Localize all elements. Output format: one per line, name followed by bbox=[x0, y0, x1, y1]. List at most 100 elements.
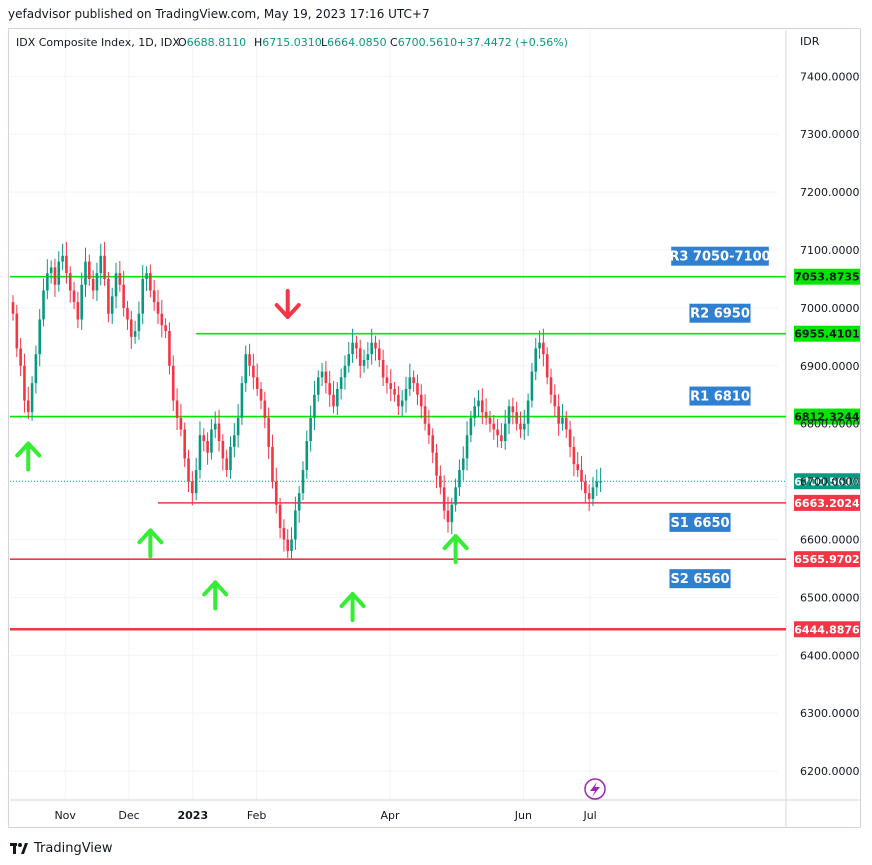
candle-body bbox=[152, 290, 156, 303]
candle-body bbox=[95, 273, 99, 291]
currency-label: IDR bbox=[800, 35, 820, 48]
candle-body bbox=[465, 435, 469, 459]
candle-body bbox=[336, 388, 339, 407]
candle-body bbox=[542, 342, 545, 355]
close-value: C6700.5610 bbox=[390, 36, 457, 49]
y-tick-label: 7300.0000 bbox=[800, 128, 860, 141]
candle-body bbox=[545, 354, 549, 378]
y-tick-label: 6400.0000 bbox=[800, 649, 860, 662]
candle-body bbox=[477, 400, 480, 407]
candle-body bbox=[91, 278, 95, 291]
level-tag-box bbox=[689, 386, 751, 406]
candle-body bbox=[171, 365, 175, 401]
candle-body bbox=[343, 365, 347, 378]
ohlc-legend: IDX Composite Index, 1D, IDX O6688.8110 … bbox=[16, 36, 568, 49]
chart-frame bbox=[8, 28, 861, 828]
candle-body bbox=[160, 313, 164, 326]
candle-body bbox=[526, 400, 530, 424]
candle-body bbox=[599, 481, 602, 483]
candle-body bbox=[236, 417, 240, 436]
x-tick-label: Nov bbox=[54, 809, 76, 822]
candle-body bbox=[324, 371, 328, 384]
candle-body bbox=[370, 342, 373, 355]
tradingview-logo-icon bbox=[10, 842, 28, 854]
candle-body bbox=[133, 331, 137, 337]
y-tick-label: 6200.0000 bbox=[800, 765, 860, 778]
y-tick-label: 7100.0000 bbox=[800, 244, 860, 257]
level-tag-box bbox=[671, 246, 769, 266]
candle-body bbox=[572, 446, 576, 465]
candle-body bbox=[145, 273, 148, 279]
price-tag-label: 6663.2024 bbox=[794, 497, 860, 510]
candle-body bbox=[103, 255, 106, 279]
candle-body bbox=[168, 331, 171, 366]
candle-body bbox=[118, 273, 122, 285]
candle-body bbox=[149, 273, 152, 291]
candle-body bbox=[416, 383, 419, 395]
candle-body bbox=[412, 377, 415, 384]
candle-body bbox=[587, 493, 591, 499]
candle-body bbox=[271, 446, 274, 482]
candle-body bbox=[316, 377, 320, 395]
candle-body bbox=[385, 377, 389, 384]
high-value: H6715.0310 bbox=[254, 36, 322, 49]
price-tag bbox=[794, 494, 860, 511]
candle-body bbox=[393, 388, 396, 395]
level-tag: S2 6560 bbox=[670, 572, 729, 587]
candle-body bbox=[221, 441, 225, 459]
candle-body bbox=[305, 441, 309, 470]
candle-body bbox=[194, 470, 198, 494]
candle-body bbox=[538, 342, 541, 349]
arrow-up-icon bbox=[137, 528, 164, 559]
candle-body bbox=[458, 470, 461, 488]
candle-body bbox=[202, 435, 206, 442]
level-tag: R1 6810 bbox=[690, 390, 750, 405]
candle-body bbox=[595, 481, 599, 488]
candle-body bbox=[179, 417, 183, 430]
candle-body bbox=[297, 493, 301, 511]
y-tick-label: 6800.0000 bbox=[800, 418, 860, 431]
candle-body bbox=[294, 510, 297, 540]
lightning-icon[interactable] bbox=[584, 778, 606, 800]
candle-body bbox=[488, 417, 492, 424]
candle-body bbox=[110, 296, 114, 314]
candle-body bbox=[84, 261, 87, 285]
candle-body bbox=[156, 302, 160, 314]
candle-body bbox=[423, 406, 427, 424]
candle-body bbox=[351, 342, 354, 355]
candle-body bbox=[362, 360, 366, 366]
candle-body bbox=[427, 423, 431, 436]
candle-body bbox=[210, 429, 213, 453]
candle-body bbox=[397, 394, 400, 407]
candle-body bbox=[469, 417, 473, 436]
x-tick-label: Feb bbox=[247, 809, 266, 822]
candle-body bbox=[278, 504, 282, 528]
candle-body bbox=[255, 377, 259, 389]
candle-body bbox=[213, 423, 217, 430]
candle-body bbox=[309, 417, 312, 442]
candle-body bbox=[126, 307, 129, 320]
candle-body bbox=[564, 417, 568, 430]
y-tick-label: 6300.0000 bbox=[800, 707, 860, 720]
tradingview-logo[interactable]: TradingView bbox=[10, 838, 113, 858]
candle-body bbox=[11, 302, 15, 314]
candle-body bbox=[88, 261, 91, 279]
arrow-up-icon bbox=[202, 580, 229, 611]
tradingview-brand: TradingView bbox=[34, 840, 113, 856]
level-tag: R3 7050-7100 bbox=[669, 250, 770, 265]
y-tick-label: 7400.0000 bbox=[800, 70, 860, 83]
candle-body bbox=[137, 313, 141, 332]
level-tag-box bbox=[689, 303, 751, 323]
candle-body bbox=[68, 273, 72, 291]
candle-body bbox=[515, 412, 518, 424]
candle-body bbox=[519, 423, 522, 430]
candle-body bbox=[274, 481, 278, 505]
candle-body bbox=[496, 429, 499, 436]
y-tick-label: 6900.0000 bbox=[800, 360, 860, 373]
candle-body bbox=[503, 423, 507, 442]
price-axis: 6200.0000 6300.0000 6400.0000 6500.0000 6600… bbox=[800, 70, 860, 778]
candle-body bbox=[15, 313, 19, 349]
candle-body bbox=[530, 371, 534, 401]
candle-body bbox=[263, 400, 267, 418]
